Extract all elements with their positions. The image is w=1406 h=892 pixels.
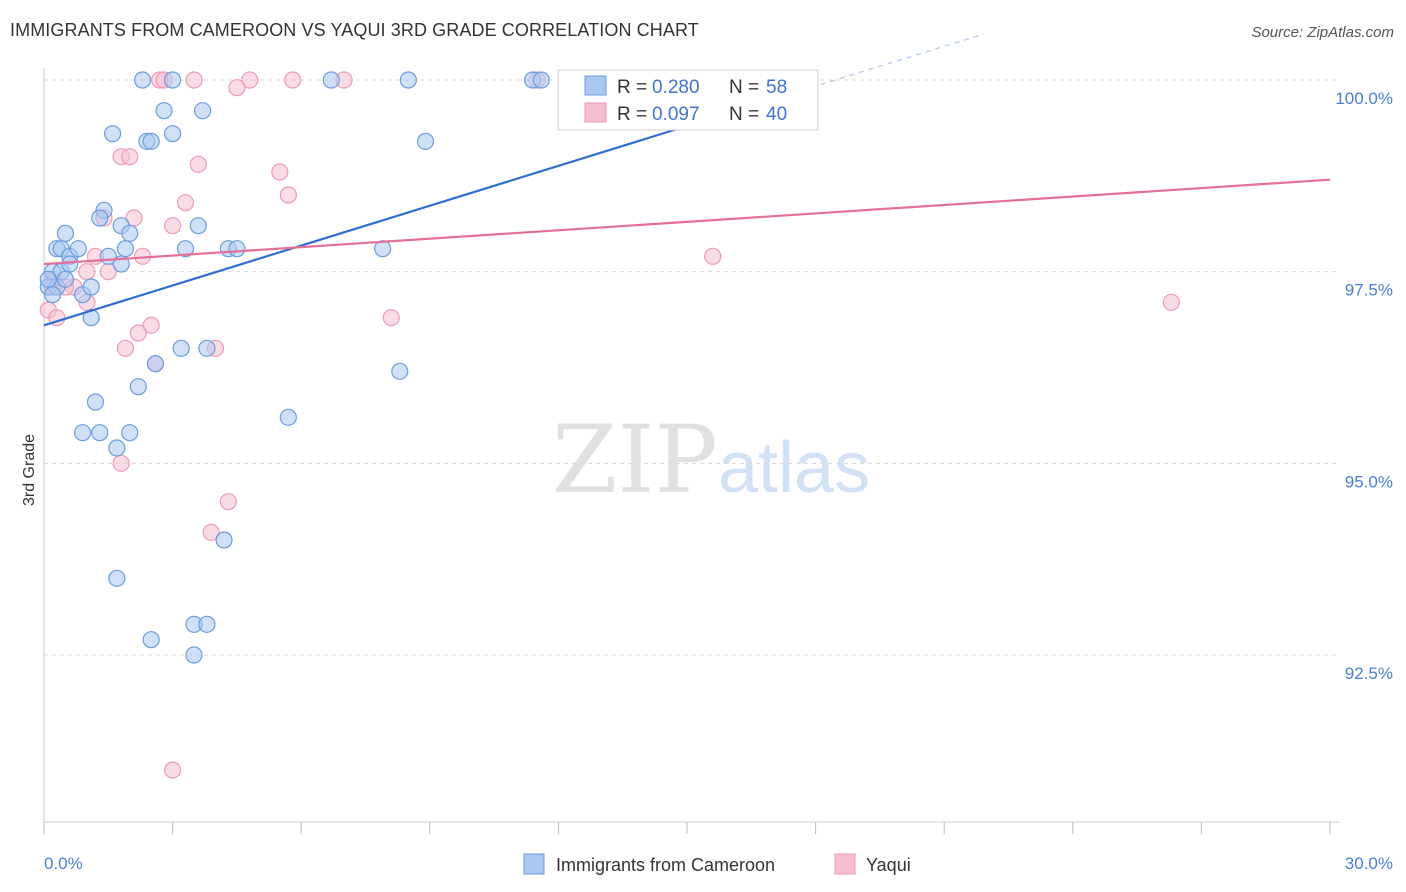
yaqui-point <box>279 186 297 204</box>
cameroon-point <box>116 240 135 258</box>
yaqui-point <box>121 148 139 166</box>
legend-r-label-2: R = <box>617 104 647 125</box>
yaqui-point <box>142 316 160 334</box>
yaqui-point <box>241 71 259 89</box>
y-tick-label: 95.0% <box>1345 472 1393 491</box>
y-tick-label: 97.5% <box>1345 281 1393 300</box>
yaqui-point <box>219 493 237 511</box>
watermark-zip: ZIP <box>552 406 718 515</box>
yaqui-point <box>271 163 289 181</box>
series-legend: Immigrants from Cameroon Yaqui <box>523 853 911 875</box>
yaqui-point <box>228 79 246 97</box>
legend-r-value-1: 0.280 <box>652 77 700 98</box>
chart-title: IMMIGRANTS FROM CAMEROON VS YAQUI 3RD GR… <box>10 20 699 40</box>
bottom-legend-swatch-cameroon <box>523 853 545 875</box>
cameroon-point <box>176 240 195 258</box>
yaqui-point <box>189 155 207 173</box>
yaqui-point <box>78 263 96 281</box>
cameroon-point <box>73 424 92 442</box>
cameroon-point <box>399 71 417 89</box>
yaqui-point <box>704 247 722 265</box>
cameroon-point <box>532 71 550 89</box>
legend-r-value-2: 0.097 <box>652 104 700 125</box>
cameroon-point <box>322 71 340 89</box>
cameroon-point <box>374 240 392 258</box>
bottom-legend-label-yaqui: Yaqui <box>866 855 911 875</box>
x-tick-label-max: 30.0% <box>1345 854 1393 873</box>
y-tick-label: 100.0% <box>1335 89 1393 108</box>
cameroon-point <box>164 71 182 89</box>
cameroon-point <box>194 102 212 120</box>
cameroon-point <box>142 132 160 150</box>
yaqui-point <box>164 217 182 235</box>
watermark-atlas: atlas <box>718 428 870 508</box>
legend-n-label-1: N = <box>729 77 759 98</box>
yaqui-point <box>116 339 135 357</box>
cameroon-point <box>416 132 435 150</box>
yaqui-point <box>382 309 400 327</box>
cameroon-point <box>61 255 79 273</box>
yaqui-point <box>1162 293 1180 311</box>
cameroon-point <box>133 71 152 89</box>
yaqui-point <box>176 194 195 212</box>
bottom-legend-swatch-yaqui <box>834 853 856 875</box>
yaqui-point <box>164 761 182 779</box>
axes: 92.5% 95.0% 97.5% 100.0% <box>43 68 1393 834</box>
cameroon-point <box>155 102 173 120</box>
yaqui-point <box>202 523 220 541</box>
cameroon-points <box>39 71 550 664</box>
cameroon-point <box>121 224 139 242</box>
cameroon-point <box>185 646 203 664</box>
cameroon-point <box>91 209 109 227</box>
cameroon-point <box>279 408 297 426</box>
yaqui-point <box>185 71 203 89</box>
cameroon-point <box>164 125 182 143</box>
yaqui-point <box>112 454 130 472</box>
bottom-legend-label-cameroon: Immigrants from Cameroon <box>556 855 775 875</box>
cameroon-point <box>189 217 207 235</box>
legend-n-value-2: 40 <box>766 104 787 125</box>
cameroon-point <box>69 240 87 258</box>
legend-r-label-1: R = <box>617 77 647 98</box>
yaqui-point <box>284 71 302 89</box>
cameroon-point <box>198 615 216 633</box>
cameroon-point <box>82 278 100 296</box>
cameroon-point <box>43 286 62 304</box>
cameroon-point <box>121 424 139 442</box>
legend-swatch-yaqui <box>584 102 607 123</box>
gridlines <box>44 79 1340 656</box>
cameroon-point <box>56 224 75 242</box>
yaqui-trend-line <box>43 178 1331 266</box>
cameroon-point <box>56 270 75 288</box>
stats-legend: R = 0.280 N = 58 R = 0.097 N = 40 <box>557 69 819 131</box>
y-tick-label: 92.5% <box>1345 664 1393 683</box>
cameroon-point <box>103 125 122 143</box>
x-tick-label-min: 0.0% <box>44 854 83 873</box>
legend-n-label-2: N = <box>729 104 759 125</box>
cameroon-point <box>391 362 409 380</box>
cameroon-point <box>198 339 216 357</box>
y-axis-label: 3rd Grade <box>21 434 38 506</box>
cameroon-trend-line <box>43 124 688 327</box>
cameroon-point <box>142 631 160 649</box>
cameroon-point <box>91 424 109 442</box>
cameroon-point <box>108 439 126 457</box>
cameroon-point <box>172 339 190 357</box>
cameroon-point <box>86 393 105 411</box>
yaqui-point <box>129 324 147 342</box>
cameroon-point <box>146 355 165 373</box>
cameroon-point <box>228 240 246 258</box>
cameroon-point <box>215 531 233 549</box>
cameroon-point <box>39 270 57 288</box>
source-label: Source: ZipAtlas.com <box>1251 24 1394 41</box>
cameroon-point <box>108 569 126 587</box>
legend-n-value-1: 58 <box>766 77 787 98</box>
legend-swatch-cameroon <box>584 75 607 96</box>
cameroon-point <box>129 378 147 396</box>
